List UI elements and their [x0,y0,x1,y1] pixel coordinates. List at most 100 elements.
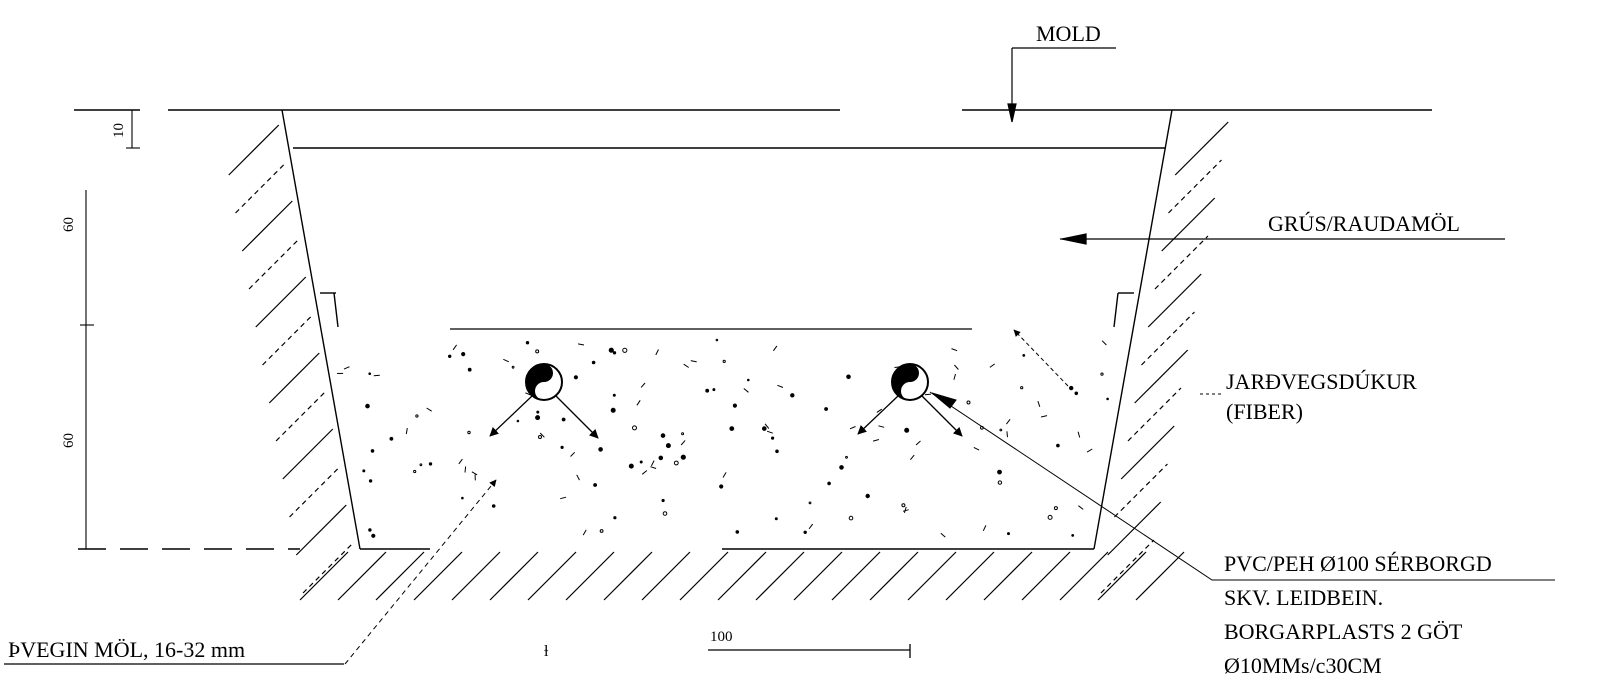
gravel-dot [997,469,1002,475]
gravel-stone [343,366,350,370]
hatch-stroke [1127,387,1182,442]
gravel-stone [902,509,909,512]
gravel-dot [1053,506,1058,511]
pipe-spec-line-1: PVC/PEH Ø100 SÉRBORGD [1224,551,1492,576]
gravel-dot [865,493,870,499]
mold-leader [1007,47,1116,123]
gravel-stone [1077,431,1081,438]
gravel-dot [673,460,679,466]
gravel-dot [622,347,628,353]
gravel-dot [1056,443,1060,448]
gravel-dot [827,481,831,486]
gravel-dot [1047,514,1053,520]
hatch-stroke [302,542,354,594]
gravel-dot [467,367,472,372]
hatch-stroke [907,551,957,601]
gravel-dot [904,427,910,433]
hatch-stroke [1174,121,1229,176]
hatch-stroke [1097,551,1147,601]
gravel-dot [612,393,616,397]
scale-bar [708,644,911,658]
hatch-stroke [831,551,881,601]
gravel-dot [732,403,738,408]
hatch-stroke [262,314,313,366]
hatch-stroke [289,466,340,518]
gravel-dot [428,462,433,466]
gravel-dot [370,449,375,453]
gravel-stone [722,472,727,478]
gravel-stone [1101,340,1107,346]
gravel-stone [405,428,408,435]
gravel-dot [461,352,466,357]
gravel-stone [764,423,770,429]
gravel-dot [535,349,540,354]
hatch-stroke [527,551,577,601]
gravel-dot [1071,534,1075,537]
gravel-dot [628,463,634,469]
gravel-dot [1022,354,1026,357]
gravel-dot [665,443,671,449]
gravel-dot [658,455,664,461]
gravel-dot [525,341,530,345]
hatch-stroke [413,551,463,601]
hatch-stroke [255,276,307,328]
center-mark: ɫ [544,643,549,660]
grus-leader [1060,233,1505,245]
gravel-dot [729,426,735,432]
gravel-dot [660,433,666,438]
hatch-stroke [248,238,300,290]
gravel-stone [878,425,885,428]
gravel-dot [461,496,464,500]
gravel-stone [903,506,907,513]
gravel-dot [639,460,643,464]
gravel-dot [999,428,1003,432]
gravel-stone [876,408,883,413]
hatch-stroke [489,551,539,601]
gravel-stone [539,432,545,438]
gravel-dot [848,515,854,521]
gravel-stone [570,451,576,457]
gravel-dot [762,426,767,431]
drain-pipe-right [857,363,963,437]
gravel-dot [901,503,906,508]
hatch-stroke [1147,273,1202,328]
gravel-dot [775,449,779,454]
hatch-stroke [1021,551,1071,601]
gravel-dot [1106,397,1109,401]
gravel-dot [719,484,724,489]
gravel-stone [940,532,946,538]
hatch-stroke [1059,551,1109,601]
dim-lower-depth: 60 [61,433,77,448]
mold-label: MOLD [1036,21,1101,46]
gravel-stone [772,345,778,352]
dim-scale-bar: 100 [710,629,733,645]
gravel-stone [954,364,959,370]
gravel-dot [662,511,668,516]
gravel-stone [849,426,856,430]
gravel-dot [368,372,372,376]
gravel-stone [910,454,915,461]
gravel-stone [578,343,585,346]
gravel-dot [538,435,542,439]
pipe-spec-line-4: Ø10MMs/c30CM [1224,653,1382,678]
gravel-dot [681,432,685,436]
gravel-dot [491,504,496,508]
hatch-stroke [268,352,320,404]
hatch-stroke [717,551,767,601]
gravel-dot [1020,386,1024,390]
gravel-stone [973,446,980,451]
gravel-stone [640,382,646,388]
gravel-dot [997,480,1003,485]
gravel-stone [872,439,880,442]
gravel-stone [641,470,648,475]
gravel-dot [715,338,719,342]
gravel-dot [722,359,726,363]
gravel-dot [591,360,596,365]
drain-pipe-left [489,363,599,439]
hatch-stroke [1161,197,1216,252]
gravel-stone [951,348,958,352]
gravel-dot [846,374,851,380]
gravel-stone [680,440,686,446]
gravel-dot [845,455,848,459]
